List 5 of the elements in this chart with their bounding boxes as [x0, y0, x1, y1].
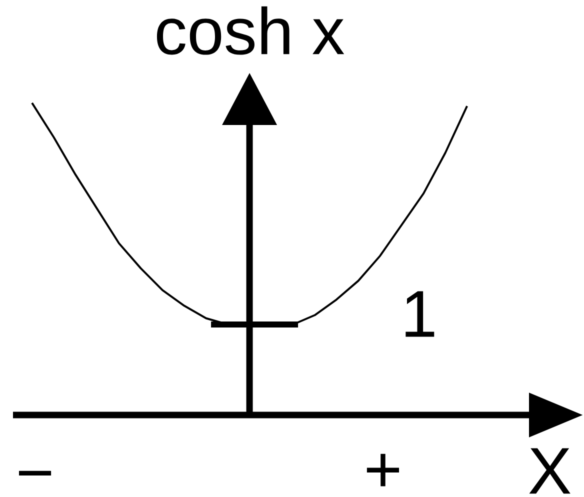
text: −: [18, 470, 52, 476]
x-axis-title: X: [529, 448, 570, 494]
y-axis-title: cosh x: [156, 6, 344, 55]
text: +: [366, 454, 400, 486]
annotation: 1: [406, 291, 434, 337]
